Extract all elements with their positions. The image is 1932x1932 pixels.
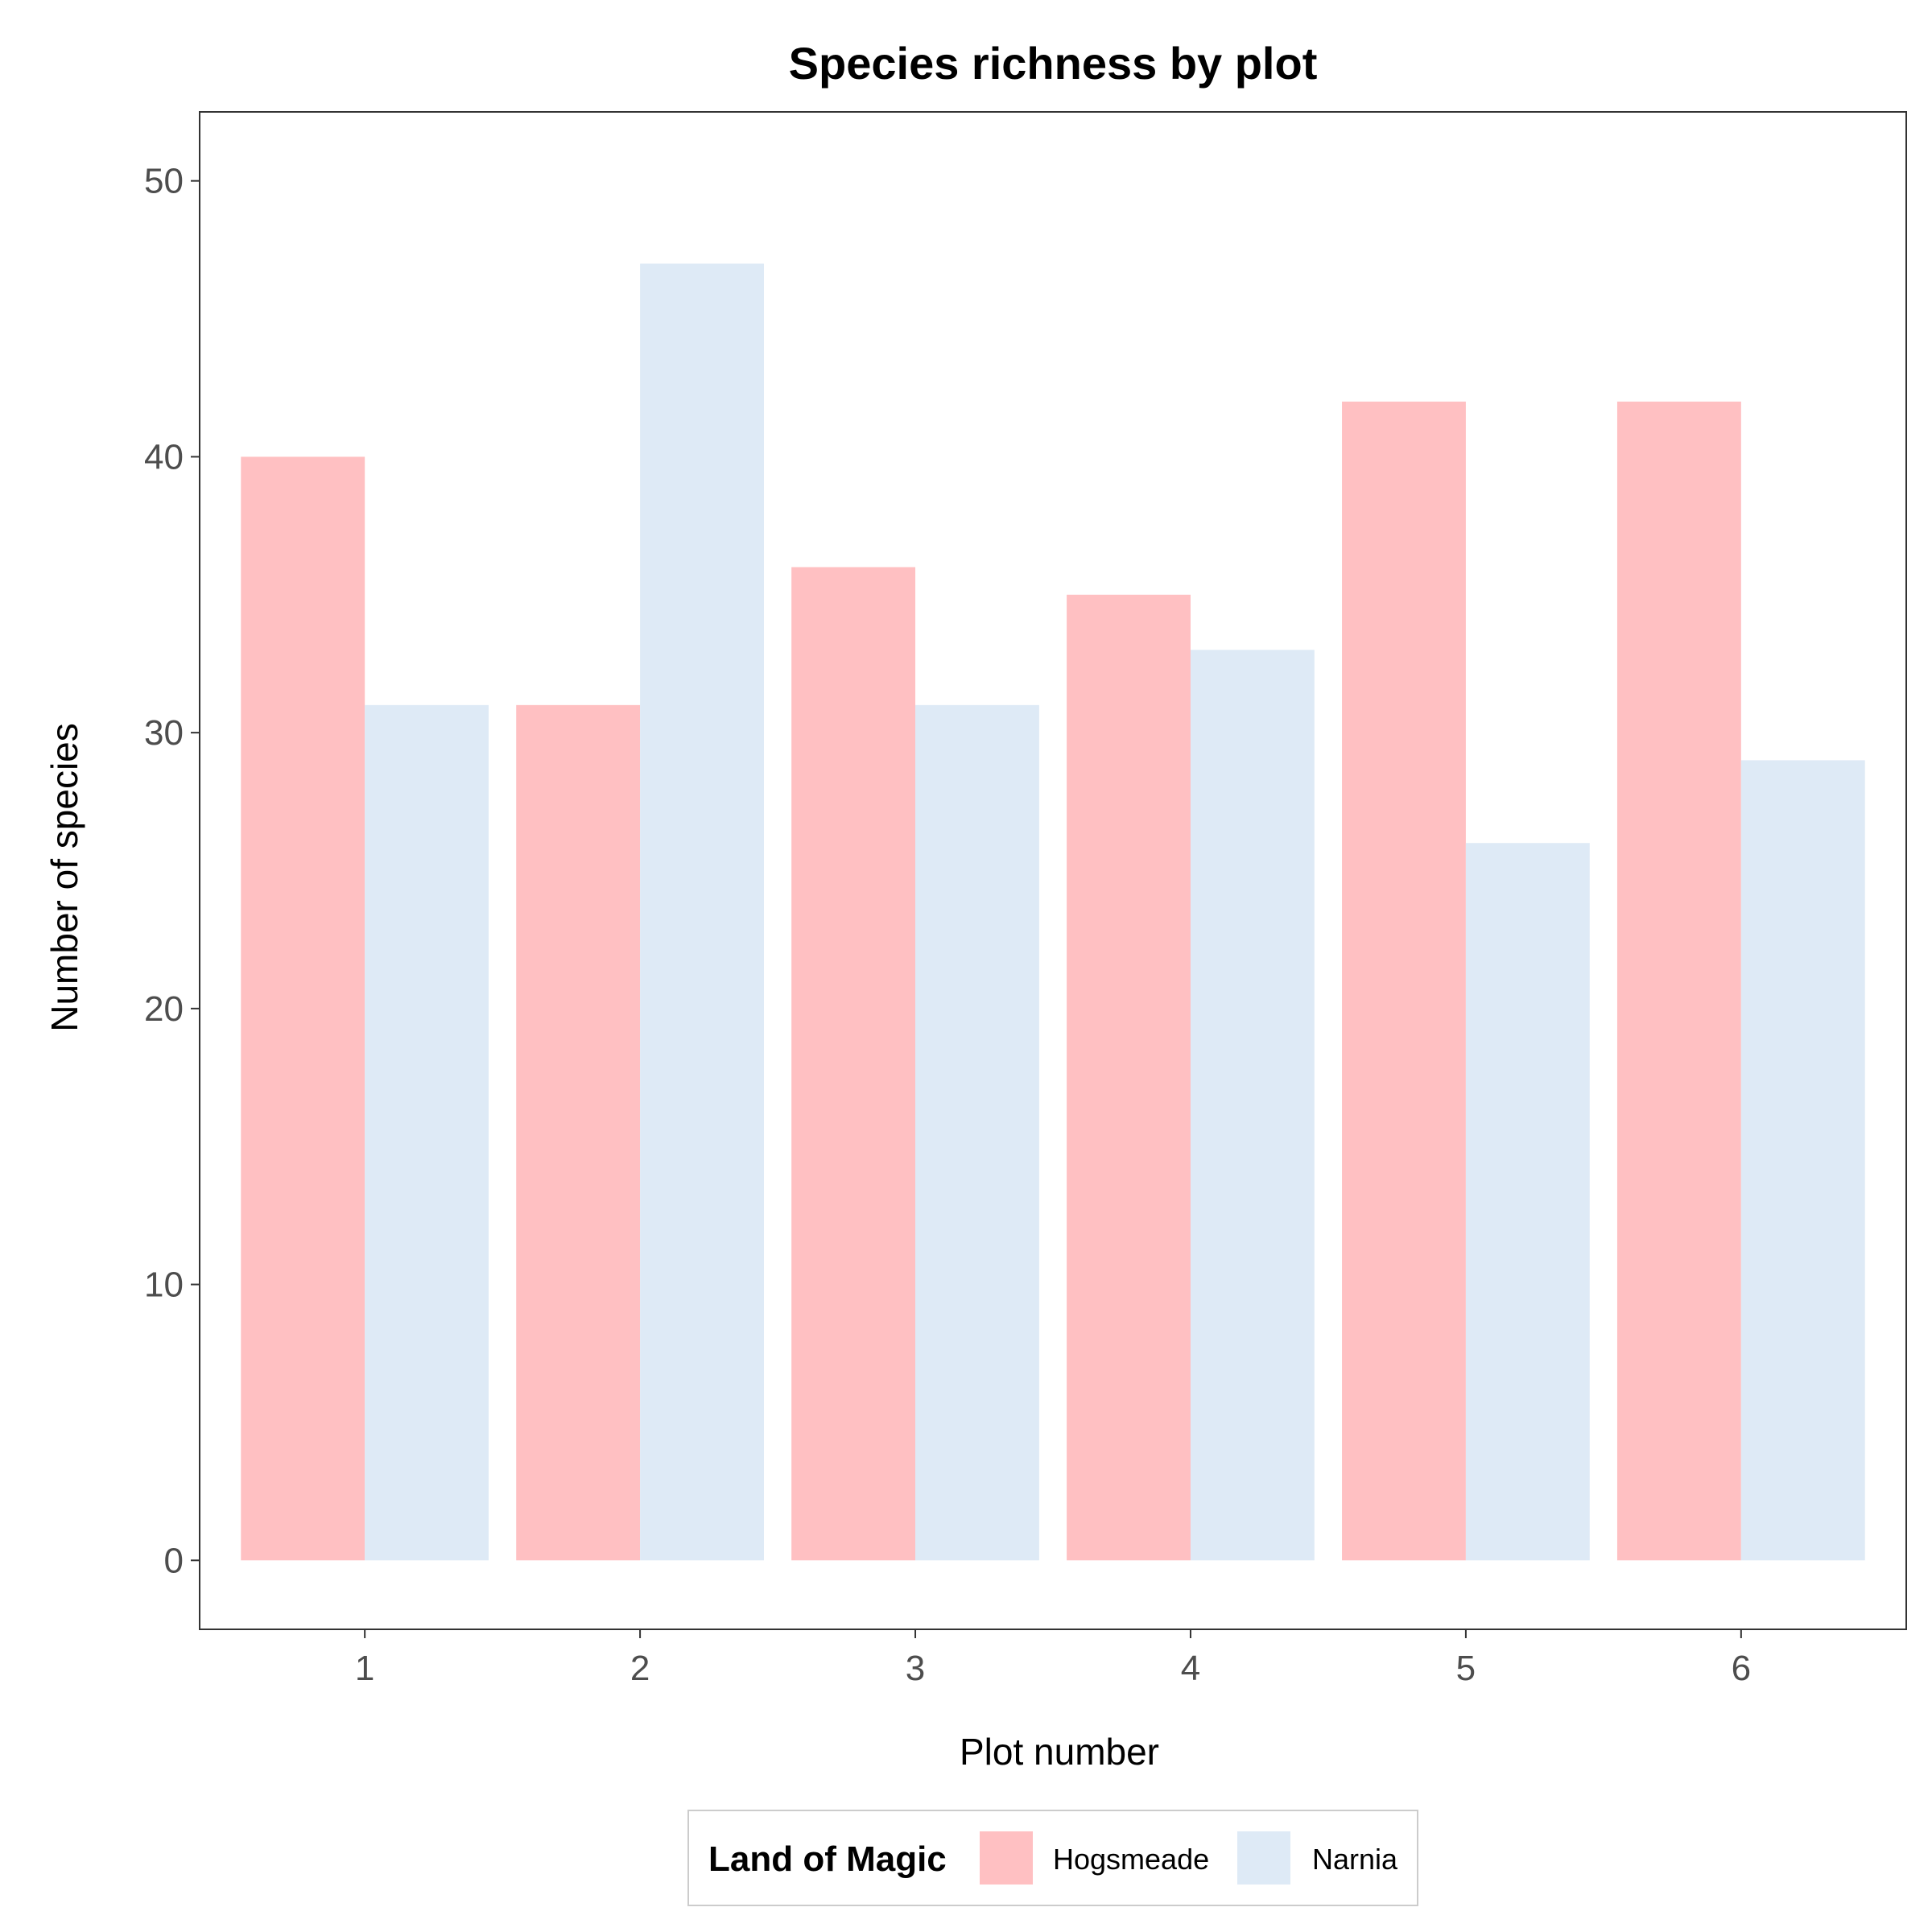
x-tick-label: 5	[1456, 1649, 1476, 1688]
x-axis-title: Plot number	[960, 1731, 1159, 1773]
y-tick-label: 0	[164, 1541, 184, 1580]
legend-key-narnia	[1237, 1831, 1290, 1885]
y-tick-label: 30	[144, 713, 184, 753]
y-tick-label: 20	[144, 989, 184, 1029]
y-tick-label: 10	[144, 1265, 184, 1305]
bar-narnia-plot-5	[1465, 843, 1590, 1561]
legend-label-hogsmeade: Hogsmeade	[1053, 1843, 1209, 1876]
y-tick-label: 40	[144, 437, 184, 477]
x-tick-label: 2	[630, 1649, 650, 1688]
chart-title: Species richness by plot	[789, 38, 1318, 89]
bar-narnia-plot-3	[915, 704, 1039, 1561]
bar-hogsmeade-plot-3	[791, 567, 916, 1561]
x-tick-label: 4	[1181, 1649, 1200, 1688]
bar-hogsmeade-plot-4	[1067, 594, 1191, 1561]
legend-key-hogsmeade	[980, 1831, 1033, 1885]
legend: Land of Magic Hogsmeade Narnia	[687, 1810, 1418, 1906]
x-tick-label: 6	[1732, 1649, 1751, 1688]
bar-hogsmeade-plot-6	[1616, 401, 1741, 1561]
legend-label-narnia: Narnia	[1312, 1843, 1398, 1876]
bar-hogsmeade-plot-2	[516, 704, 641, 1561]
bar-hogsmeade-plot-5	[1342, 401, 1466, 1561]
legend-box	[687, 1810, 1418, 1906]
bar-narnia-plot-1	[365, 704, 489, 1561]
y-tick-label: 50	[144, 162, 184, 201]
x-tick-label: 1	[355, 1649, 374, 1688]
bar-narnia-plot-6	[1740, 760, 1865, 1561]
x-tick-label: 3	[906, 1649, 925, 1688]
y-axis-title: Number of species	[43, 723, 85, 1032]
bar-hogsmeade-plot-1	[241, 456, 365, 1561]
y-axis: 0 10 20 30 40 50	[144, 162, 200, 1580]
legend-title: Land of Magic	[708, 1839, 947, 1879]
bar-narnia-plot-4	[1190, 650, 1315, 1561]
bar-narnia-plot-2	[640, 263, 764, 1561]
x-axis: 1 2 3 4 5 6	[355, 1629, 1751, 1688]
plot-panel-border	[199, 111, 1907, 1630]
bars	[241, 263, 1865, 1561]
